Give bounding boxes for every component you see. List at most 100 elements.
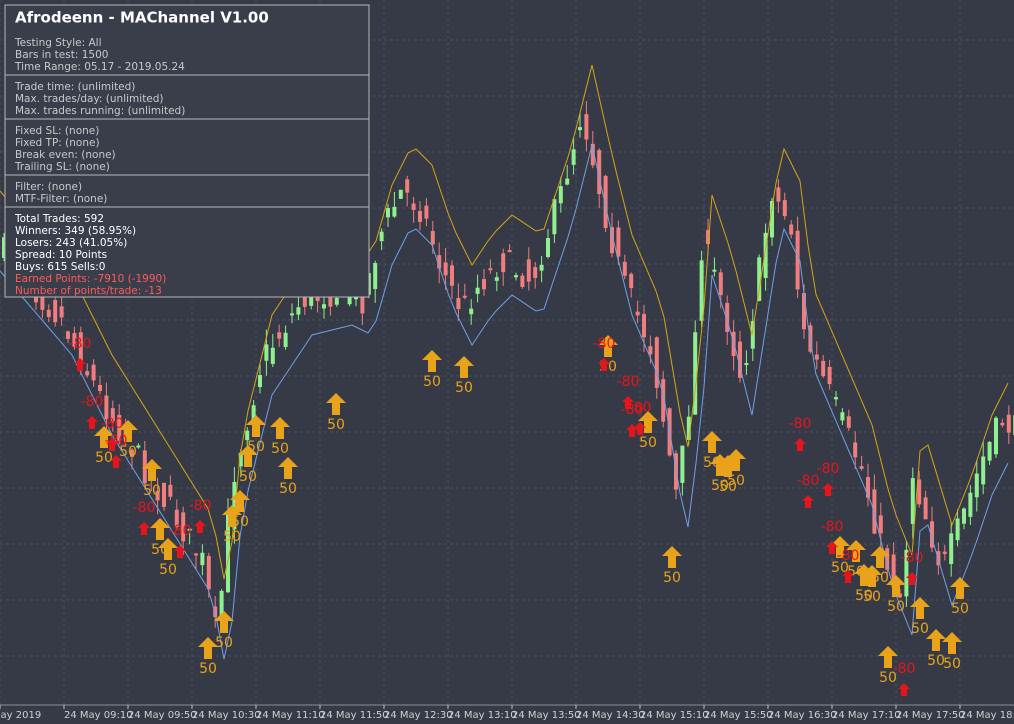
candle [213,606,218,617]
candle [981,456,986,485]
candle [994,417,998,455]
sell-arrow [634,422,646,435]
candle [155,491,160,501]
candle [251,405,256,420]
buy-arrow [726,449,746,471]
candle [955,518,960,541]
candle [693,332,698,415]
candle [942,551,947,554]
sell-arrow [174,545,186,558]
candle [597,150,602,194]
sell-arrow [86,416,98,429]
candle [162,482,166,508]
candle [514,275,518,278]
candle [533,266,538,278]
trade-label: 50 [271,441,289,457]
trade-label: 50 [831,560,849,576]
candle [949,533,954,565]
candle [238,452,243,467]
buy-arrow [150,518,170,540]
time-label: 24 May 2019 [0,710,41,721]
buy-arrow [238,445,258,467]
panel-line: Losers: 243 (41.05%) [15,237,127,249]
trade-label: 50 [639,435,657,451]
trade-label: -80 [617,374,640,390]
candle [827,366,832,385]
time-label: 24 May 12:30 [384,710,453,721]
candle [776,187,781,202]
trade-label: -80 [189,498,212,514]
candle [373,263,378,290]
candle [885,548,890,570]
sell-arrow [794,438,806,451]
candle [501,253,506,273]
buy-arrow [598,335,618,357]
trade-label: 50 [887,599,905,615]
trade-label: 50 [711,478,729,494]
candle [878,515,883,534]
candle [552,199,557,235]
candle [712,269,717,272]
candle [840,412,845,421]
panel-line: Winners: 349 (58.95%) [15,225,136,237]
trade-label: 50 [863,589,881,605]
sell-arrow [74,358,86,371]
candle [565,178,570,185]
buy-arrow [118,420,138,442]
candle [546,238,550,258]
candle [277,332,282,339]
buy-arrow [94,426,114,448]
upper-band [0,64,1009,580]
trade-label: 50 [215,635,233,651]
buy-arrow [926,629,946,651]
trade-label: 50 [239,469,257,485]
trade-label: 50 [279,481,297,497]
buy-arrow [910,597,930,619]
candle [859,466,864,469]
panel-line: Max. trades running: (unlimited) [15,105,185,117]
trade-label: -80 [629,400,652,416]
info-panel: Afrodeenn - MAChannel V1.00 Testing Styl… [4,4,370,298]
panel-line: Fixed SL: (none) [15,125,99,137]
panel-line: Earned Points: -7910 (-1990) [15,273,166,285]
candle [110,408,115,422]
candle [482,279,486,290]
buy-arrow [198,637,218,659]
candle [488,268,493,271]
trade-label: 50 [423,374,441,390]
candle [443,262,448,276]
candle [974,473,979,498]
time-label: 24 May 09:10 [64,710,133,721]
candle [725,302,730,332]
candle [59,306,64,318]
candle [629,273,634,289]
time-label: 24 May 10:30 [192,710,261,721]
candle [539,264,544,271]
candle [206,555,211,590]
trade-label: -80 [621,402,644,418]
panel-line: Break even: (none) [15,149,116,161]
candle [85,371,90,376]
sell-arrow [622,396,634,409]
candle [795,230,800,290]
candle [782,200,787,217]
candle [334,298,339,305]
candle [283,332,288,347]
trade-label: 50 [663,570,681,586]
candle [117,414,122,441]
trade-label: -80 [133,500,156,516]
candle [584,114,589,140]
panel-line: Trailing SL: (none) [14,161,110,173]
panel-line: Max. trades/day: (unlimited) [15,93,164,105]
trade-label: 50 [455,380,473,396]
candle [872,489,877,534]
trade-label: -80 [105,433,128,449]
time-label: 24 May 17:50 [896,710,965,721]
sell-arrow [106,438,118,451]
candle [379,231,384,242]
candle [558,186,563,204]
candle [507,250,512,253]
buy-arrow [950,577,970,599]
candle [181,512,186,542]
candle [802,293,806,330]
